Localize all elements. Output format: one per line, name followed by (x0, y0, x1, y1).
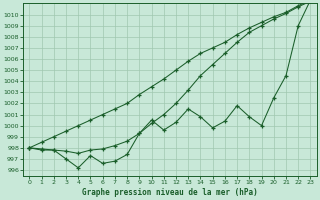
X-axis label: Graphe pression niveau de la mer (hPa): Graphe pression niveau de la mer (hPa) (82, 188, 258, 197)
